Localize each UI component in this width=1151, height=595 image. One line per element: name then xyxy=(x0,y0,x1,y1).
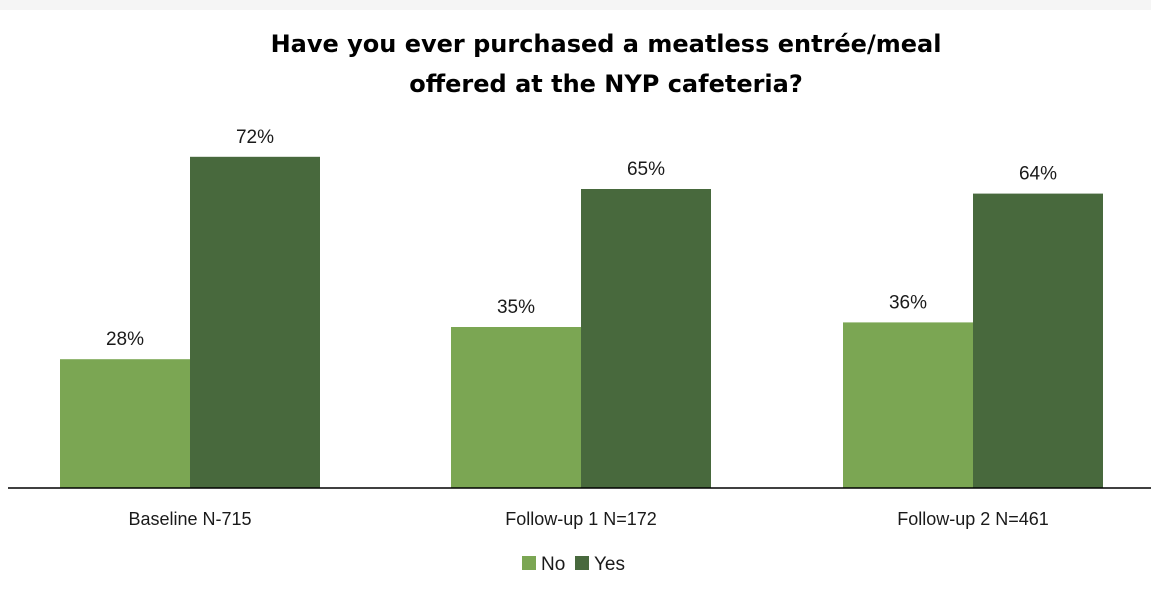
legend: No Yes xyxy=(522,554,625,575)
x-tick-labels: Baseline N-715 Follow-up 1 N=172 Follow-up… xyxy=(128,509,1048,529)
bars-group xyxy=(60,156,1103,489)
data-label-yes-2: 65% xyxy=(627,159,665,180)
bar-no-2 xyxy=(451,327,581,488)
value-labels-group: 28% 72% 35% 65% 36% 64% xyxy=(106,127,1057,350)
legend-swatch-no xyxy=(522,556,536,570)
x-tick-label-2: Follow-up 1 N=172 xyxy=(505,509,657,529)
x-tick-label-3: Follow-up 2 N=461 xyxy=(897,509,1049,529)
data-label-yes-1: 72% xyxy=(236,127,274,148)
chart-title: Have you ever purchased a meatless entré… xyxy=(271,30,942,58)
legend-label-no: No xyxy=(541,554,565,575)
legend-label-yes: Yes xyxy=(594,554,625,575)
data-label-no-3: 36% xyxy=(889,292,927,313)
bar-yes-2 xyxy=(581,189,711,488)
x-tick-label-1: Baseline N-715 xyxy=(128,509,251,529)
bar-no-3 xyxy=(843,322,973,488)
data-label-yes-3: 64% xyxy=(1019,164,1057,185)
bar-yes-3 xyxy=(973,193,1103,488)
data-label-no-2: 35% xyxy=(497,297,535,318)
bar-yes-1 xyxy=(190,156,320,489)
bar-no-1 xyxy=(60,359,190,488)
data-label-no-1: 28% xyxy=(106,329,144,350)
legend-swatch-yes xyxy=(575,556,589,570)
chart-subtitle: offered at the NYP cafeteria? xyxy=(409,70,803,98)
